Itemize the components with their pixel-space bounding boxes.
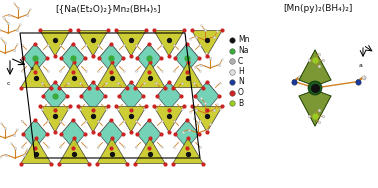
Polygon shape	[116, 30, 146, 56]
Text: Mn: Mn	[238, 36, 249, 45]
Polygon shape	[97, 62, 127, 88]
Text: a: a	[30, 65, 34, 70]
Text: O: O	[238, 88, 244, 97]
Polygon shape	[175, 120, 199, 148]
Text: Na: Na	[238, 46, 248, 55]
Polygon shape	[154, 106, 184, 132]
Polygon shape	[59, 62, 89, 88]
Polygon shape	[43, 82, 67, 110]
Polygon shape	[299, 90, 331, 126]
Polygon shape	[61, 120, 85, 148]
Polygon shape	[137, 44, 161, 72]
Polygon shape	[61, 44, 85, 72]
Polygon shape	[173, 62, 203, 88]
Polygon shape	[192, 30, 222, 56]
Polygon shape	[192, 106, 222, 132]
Polygon shape	[21, 138, 51, 164]
Polygon shape	[99, 120, 123, 148]
Polygon shape	[23, 44, 47, 72]
Polygon shape	[157, 82, 181, 110]
Polygon shape	[99, 44, 123, 72]
Text: H: H	[238, 67, 244, 76]
Polygon shape	[116, 106, 146, 132]
Polygon shape	[154, 30, 184, 56]
Text: [{Na(Et₂O)₂}Mn₂(BH₄)₅]: [{Na(Et₂O)₂}Mn₂(BH₄)₅]	[55, 4, 161, 13]
Polygon shape	[78, 30, 108, 56]
Polygon shape	[175, 44, 199, 72]
Text: N: N	[238, 77, 244, 86]
Polygon shape	[195, 82, 219, 110]
Text: C: C	[238, 57, 243, 65]
Text: B: B	[238, 99, 243, 108]
Text: b: b	[377, 52, 378, 58]
Polygon shape	[97, 138, 127, 164]
Text: c: c	[6, 81, 10, 86]
Polygon shape	[78, 106, 108, 132]
Polygon shape	[40, 106, 70, 132]
Polygon shape	[81, 82, 105, 110]
Polygon shape	[119, 82, 143, 110]
Polygon shape	[135, 138, 165, 164]
Polygon shape	[137, 120, 161, 148]
Polygon shape	[173, 138, 203, 164]
Text: a: a	[359, 63, 363, 68]
Polygon shape	[135, 62, 165, 88]
Polygon shape	[23, 120, 47, 148]
Text: [Mn(py)₂(BH₄)₂]: [Mn(py)₂(BH₄)₂]	[284, 4, 353, 13]
Polygon shape	[40, 30, 70, 56]
Polygon shape	[59, 138, 89, 164]
Polygon shape	[21, 62, 51, 88]
Polygon shape	[299, 50, 331, 86]
Circle shape	[308, 81, 322, 95]
